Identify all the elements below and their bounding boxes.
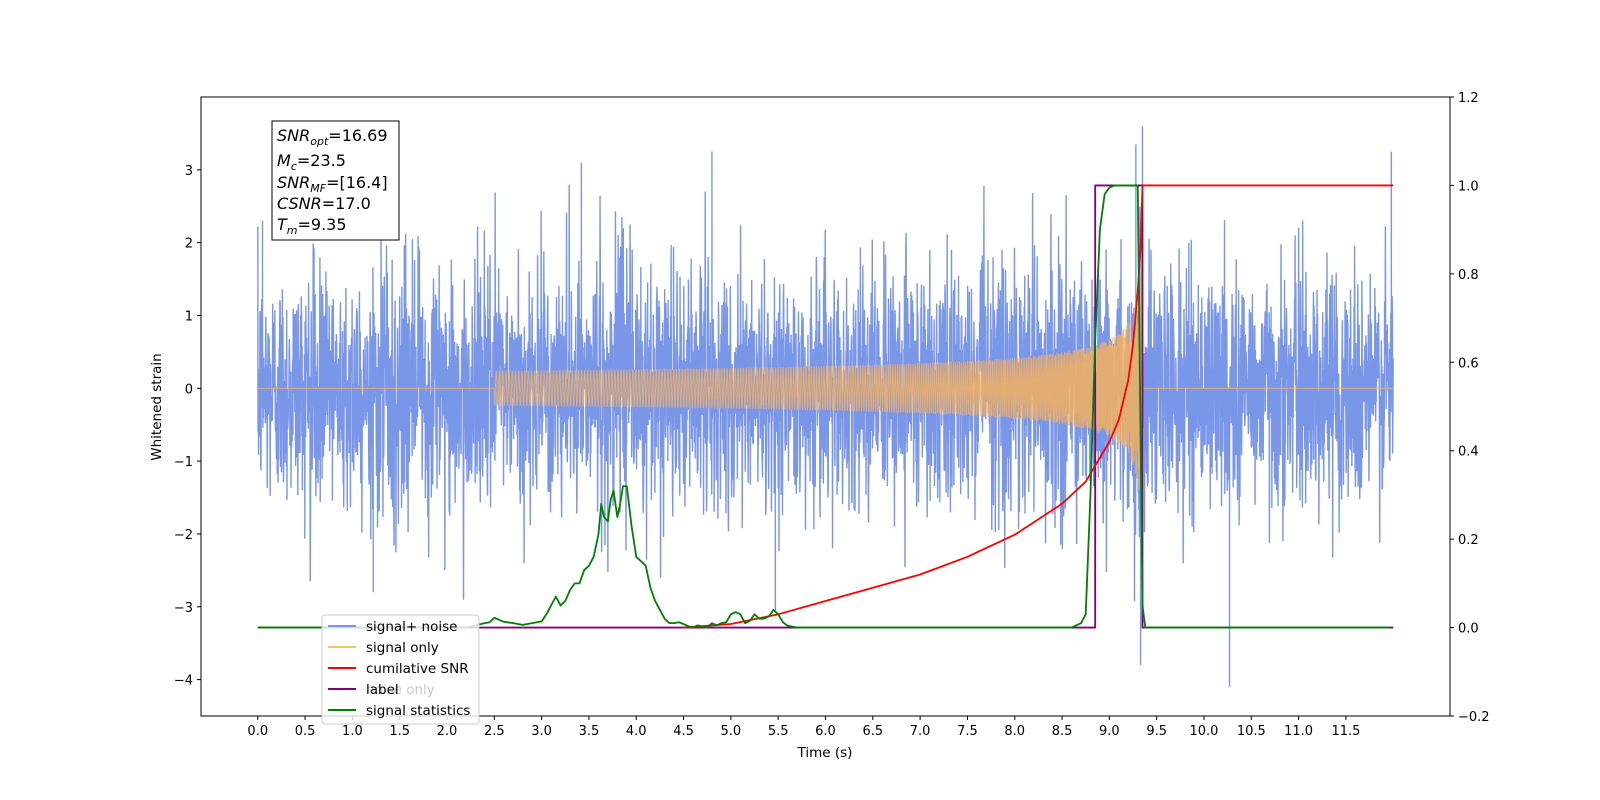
y2-tick-label: 1.0 [1458, 179, 1479, 194]
x-tick-label: 4.0 [626, 724, 647, 739]
x-tick-label: 6.5 [862, 724, 883, 739]
legend-label-cumulative-snr: cumilative SNR [366, 661, 469, 677]
y2-tick-label: 0.6 [1458, 356, 1479, 371]
info-box: SNRopt=16.69 Mc=23.5 SNRMF=[16.4] CSNR=1… [271, 120, 400, 241]
info-snr-opt: SNRopt=16.69 [277, 126, 388, 148]
x-tick-label: 8.5 [1052, 724, 1073, 739]
legend-label-label: label [366, 682, 399, 698]
x-axis-label: Time (s) [797, 745, 853, 761]
x-tick-label: 1.0 [342, 724, 363, 739]
y2-tick-label: −0.2 [1458, 710, 1490, 725]
info-tm: Tm=9.35 [277, 215, 347, 237]
y2-tick-label: 1.2 [1458, 91, 1479, 106]
x-tick-label: 3.5 [579, 724, 600, 739]
y-tick-label: 0 [185, 382, 193, 397]
y-tick-label: 2 [185, 237, 193, 252]
y2-tick-label: 0.0 [1458, 622, 1479, 637]
x-tick-label: 11.5 [1331, 724, 1360, 739]
x-tick-label: 2.5 [484, 724, 505, 739]
x-tick-label: 10.5 [1237, 724, 1266, 739]
y-tick-label: −1 [174, 455, 193, 470]
y2-tick-label: 0.2 [1458, 533, 1479, 548]
x-tick-label: 7.5 [957, 724, 978, 739]
x-tick-label: 6.0 [815, 724, 836, 739]
y2-tick-label: 0.4 [1458, 445, 1479, 460]
y-tick-label: −2 [174, 528, 193, 543]
legend-label-signal-only: signal only [366, 640, 439, 656]
x-tick-label: 1.5 [389, 724, 410, 739]
legend-label-signal-noise: signal+ noise [366, 619, 457, 635]
series-signal-statistics [257, 184, 1389, 629]
y-tick-label: 1 [185, 309, 193, 324]
x-tick-label: 0.0 [247, 724, 268, 739]
x-tick-label: 5.5 [768, 724, 789, 739]
legend-label-signal-statistics: signal statistics [366, 703, 470, 719]
x-tick-label: 2.0 [437, 724, 458, 739]
info-box-frame [271, 120, 400, 241]
x-tick-label: 9.0 [1099, 724, 1120, 739]
plot-area [257, 126, 1394, 687]
y-axis-left: 3 2 1 0 −1 −2 −3 −4 [174, 164, 201, 689]
x-tick-label: 8.0 [1004, 724, 1025, 739]
x-tick-label: 10.0 [1190, 724, 1219, 739]
y-axis-label: Whitened strain [149, 353, 165, 460]
x-tick-label: 0.5 [295, 724, 316, 739]
x-tick-label: 11.0 [1284, 724, 1313, 739]
x-tick-label: 3.0 [531, 724, 552, 739]
y-tick-label: 3 [185, 164, 193, 179]
x-tick-label: 7.0 [910, 724, 931, 739]
y-tick-label: −4 [174, 674, 193, 689]
y2-tick-label: 0.8 [1458, 268, 1479, 283]
y-tick-label: −3 [174, 601, 193, 616]
info-csnr: CSNR=17.0 [277, 194, 371, 213]
x-tick-label: 5.0 [721, 724, 742, 739]
x-tick-label: 9.5 [1146, 724, 1167, 739]
legend: signal+ noise signal only cumilative SNR… [321, 614, 480, 725]
legend-label-noise-only: noise only [366, 682, 435, 698]
info-mc: Mc=23.5 [277, 151, 346, 173]
x-axis: 0.0 0.5 1.0 1.5 2.0 2.5 3.0 3.5 4.0 4.5 5.0 5.5 6.0 6… [247, 716, 1360, 739]
series-signal-only [257, 271, 1394, 490]
info-snr-mf: SNRMF=[16.4] [277, 173, 388, 195]
legend-frame [321, 614, 480, 725]
x-tick-label: 4.5 [673, 724, 694, 739]
y-axis-right: 1.2 1.0 0.8 0.6 0.4 0.2 0.0 −0.2 [1450, 91, 1490, 725]
